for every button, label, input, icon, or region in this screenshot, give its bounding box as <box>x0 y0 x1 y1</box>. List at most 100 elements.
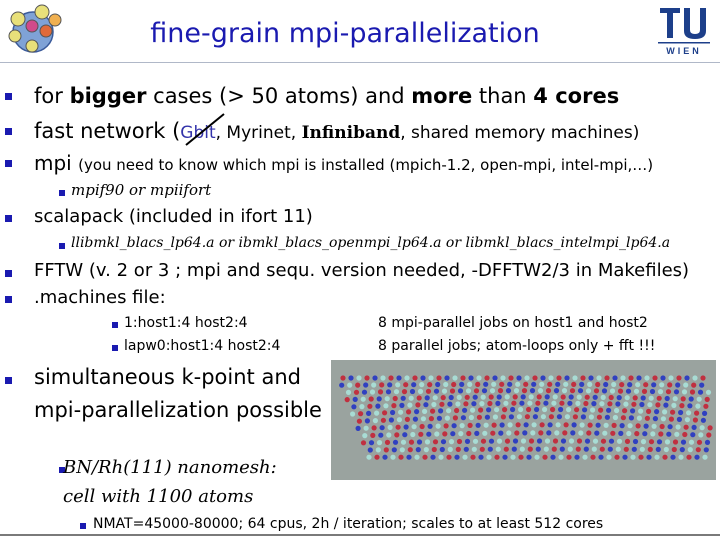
atom <box>479 446 485 452</box>
atom <box>348 375 354 381</box>
atom <box>618 430 624 436</box>
atom <box>564 414 570 420</box>
sub-bullet-marker <box>112 345 118 351</box>
atom <box>491 422 497 428</box>
atom <box>703 403 709 409</box>
machines-note-2: 8 parallel jobs; atom-loops only + fft !… <box>378 338 656 354</box>
atom <box>628 415 634 421</box>
atom <box>391 447 397 453</box>
atom <box>577 388 584 394</box>
atom <box>600 438 607 444</box>
atom <box>511 400 517 406</box>
atom <box>561 388 568 394</box>
atom <box>540 414 546 420</box>
atom <box>667 424 673 430</box>
atom <box>499 422 505 428</box>
atom <box>665 389 672 395</box>
atom <box>644 375 650 381</box>
atom <box>425 388 432 394</box>
tu-wien-logo: WIEN <box>656 2 712 58</box>
atom <box>492 375 498 381</box>
atom <box>625 388 632 394</box>
atom <box>448 394 454 401</box>
atom <box>659 423 665 430</box>
atom <box>486 407 492 413</box>
atom <box>369 389 376 395</box>
atom <box>452 375 458 381</box>
atom <box>478 454 484 460</box>
atom <box>510 454 516 460</box>
atom <box>399 447 405 453</box>
atom <box>602 430 608 436</box>
atom <box>515 381 521 387</box>
atom <box>415 402 421 408</box>
atom <box>604 414 610 420</box>
atom <box>599 446 605 452</box>
atom <box>648 395 654 401</box>
atom <box>340 375 346 381</box>
atom <box>489 388 496 394</box>
atom <box>649 388 656 395</box>
atom <box>512 438 519 444</box>
atom <box>668 416 674 422</box>
atom <box>662 454 668 460</box>
atom <box>411 424 417 430</box>
atom <box>392 439 399 445</box>
atom <box>399 402 405 408</box>
atom <box>528 394 534 400</box>
atom <box>440 395 446 401</box>
atom <box>384 439 391 445</box>
atom <box>620 375 626 381</box>
atom <box>663 402 669 408</box>
atom <box>364 418 370 424</box>
atom <box>660 375 666 381</box>
atom <box>695 403 701 409</box>
atom <box>583 446 589 452</box>
atom <box>545 388 552 394</box>
atom <box>521 388 528 394</box>
atom <box>433 388 440 394</box>
atom <box>568 438 575 444</box>
atom <box>416 395 422 401</box>
atom <box>586 430 592 436</box>
atom <box>528 438 535 444</box>
atom <box>481 388 488 394</box>
atom <box>630 454 636 460</box>
atom <box>640 439 647 445</box>
atom <box>694 410 700 416</box>
atom <box>687 447 693 453</box>
atom <box>681 389 688 395</box>
atom <box>535 400 541 406</box>
atom <box>516 414 522 420</box>
atom <box>496 438 503 444</box>
atom <box>578 430 584 436</box>
atom <box>374 410 380 416</box>
atom <box>420 416 426 422</box>
atom <box>388 417 394 423</box>
atom <box>468 375 474 381</box>
atom <box>679 447 685 453</box>
atom <box>603 381 609 388</box>
atom <box>423 447 429 453</box>
atom <box>380 417 386 423</box>
atom <box>498 430 504 436</box>
atom <box>439 401 445 407</box>
atom <box>406 454 412 460</box>
atom <box>398 454 404 460</box>
atom <box>558 454 564 460</box>
atom <box>668 375 674 381</box>
atom <box>563 381 569 387</box>
atom <box>703 447 709 453</box>
atom <box>532 414 538 420</box>
atom <box>519 446 525 452</box>
atom <box>347 382 353 388</box>
atom <box>385 389 392 395</box>
atom <box>537 388 544 394</box>
atom <box>675 424 681 430</box>
bullet-simultaneous-line1: simultaneous k-point and <box>34 365 301 389</box>
atom <box>610 430 616 436</box>
atom <box>596 375 602 381</box>
atom <box>643 423 649 429</box>
atom <box>462 454 468 460</box>
atom <box>455 446 461 452</box>
